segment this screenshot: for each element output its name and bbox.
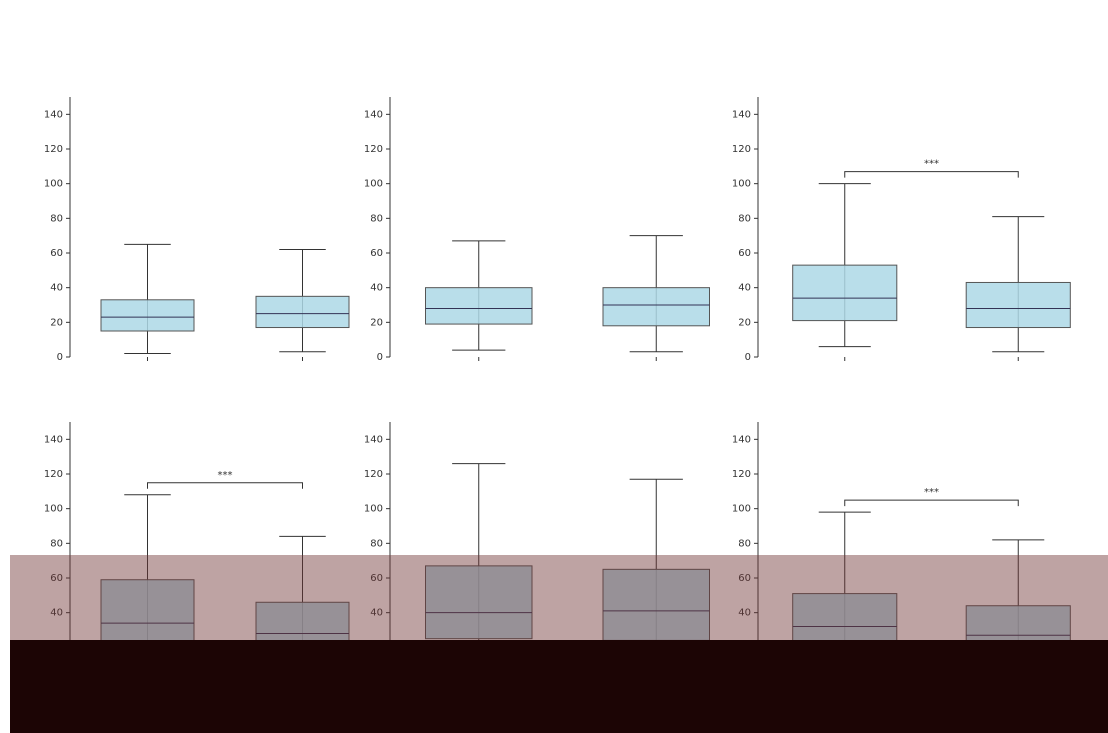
y-tick-label: 120: [732, 469, 751, 480]
glitch-band: [10, 555, 1108, 640]
y-tick-label: 0: [57, 352, 63, 363]
y-tick-label: 60: [738, 248, 751, 259]
y-tick-label: 0: [745, 352, 751, 363]
significance-bracket: [844, 171, 1019, 178]
y-tick-label: 80: [50, 213, 63, 224]
significance-bracket: [844, 499, 1019, 507]
y-tick-label: 20: [738, 317, 751, 328]
y-tick-label: 100: [364, 179, 383, 190]
y-tick-label: 80: [370, 538, 383, 549]
panels: 0 20 40 60 80 100 120 140 0 20 40 60 80 100 120 140 0 20 4…: [44, 97, 1071, 688]
y-tick-label: 80: [50, 538, 63, 549]
y-tick-label: 60: [370, 248, 383, 259]
box: [100, 579, 195, 648]
box: [792, 264, 898, 322]
y-tick-label: 20: [370, 317, 383, 328]
y-tick-label: 120: [732, 144, 751, 155]
y-tick-label: 60: [50, 573, 63, 584]
y-tick-label: 100: [364, 504, 383, 515]
box: [602, 568, 710, 641]
y-tick-label: 120: [44, 144, 63, 155]
box: [425, 287, 533, 325]
y-tick-label: 40: [50, 608, 63, 619]
y-tick-label: 0: [377, 352, 383, 363]
y-tick-label: 100: [732, 179, 751, 190]
y-tick-label: 120: [364, 144, 383, 155]
y-tick-label: 120: [364, 469, 383, 480]
y-tick-label: 120: [44, 469, 63, 480]
y-tick-label: 80: [738, 538, 751, 549]
box: [425, 565, 533, 640]
y-tick-label: 140: [732, 109, 751, 120]
y-tick-label: 100: [44, 179, 63, 190]
y-tick-label: 40: [738, 608, 751, 619]
y-tick-label: 40: [370, 283, 383, 294]
box: [965, 281, 1071, 329]
significance-label: ***: [924, 487, 939, 498]
box: [602, 287, 710, 327]
y-tick-label: 140: [364, 434, 383, 445]
significance-label: ***: [218, 470, 233, 481]
y-tick-label: 80: [370, 213, 383, 224]
y-tick-label: 80: [738, 213, 751, 224]
y-tick-label: 140: [44, 109, 63, 120]
y-tick-label: 40: [50, 283, 63, 294]
y-tick-label: 100: [732, 504, 751, 515]
box: [255, 295, 350, 329]
y-tick-label: 20: [50, 317, 63, 328]
y-tick-label: 100: [44, 504, 63, 515]
box: [792, 593, 898, 648]
y-tick-label: 40: [738, 283, 751, 294]
y-tick-label: 140: [732, 434, 751, 445]
y-tick-label: 60: [50, 248, 63, 259]
y-tick-label: 40: [370, 608, 383, 619]
box: [100, 299, 195, 332]
significance-bracket: [147, 482, 303, 489]
y-tick-label: 60: [738, 573, 751, 584]
significance-label: ***: [924, 159, 939, 170]
y-tick-label: 140: [364, 109, 383, 120]
glitch-block: [10, 640, 1108, 733]
y-tick-label: 60: [370, 573, 383, 584]
y-tick-label: 140: [44, 434, 63, 445]
